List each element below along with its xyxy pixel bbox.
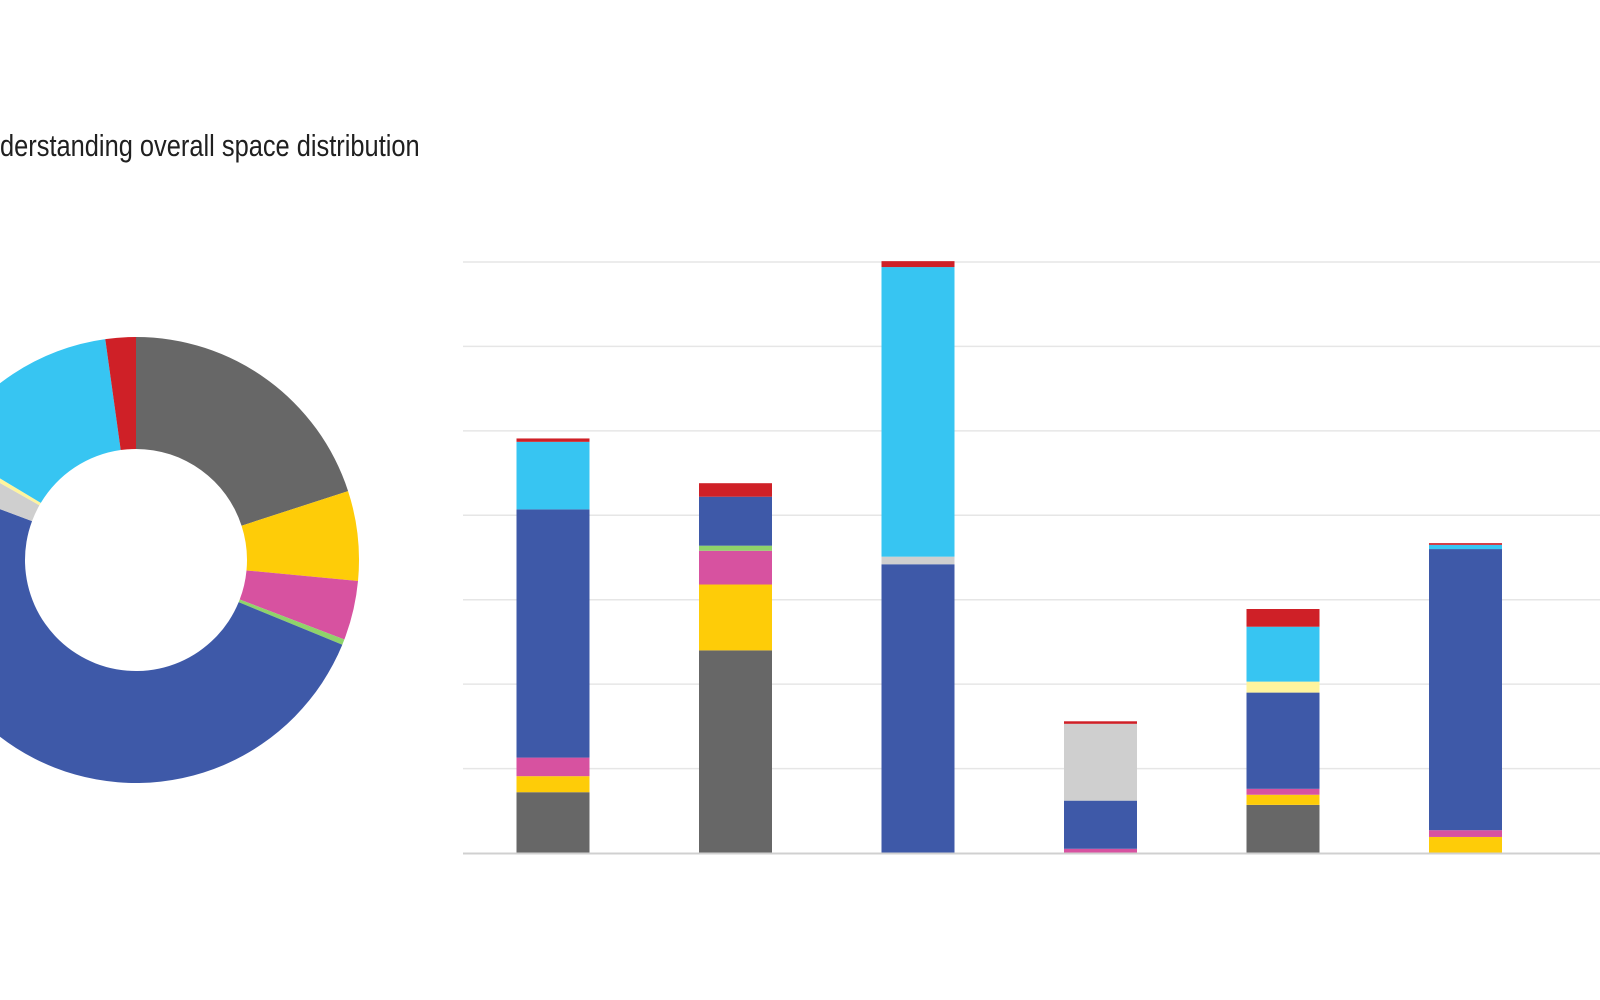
bar-segment-light-yellow <box>1246 681 1320 693</box>
bar-segment-gray <box>1246 804 1320 853</box>
bar-segment-gray <box>699 650 772 853</box>
donut-slice-light-yellow <box>0 478 41 506</box>
bar-segment-red <box>699 483 772 497</box>
donut-slice-light-gray <box>0 482 40 522</box>
bar-segment-pink <box>1246 788 1320 795</box>
bar-segment-red <box>1246 609 1320 627</box>
bar-segment-yellow <box>699 584 772 651</box>
bar-chart-gridlines <box>463 261 1600 770</box>
bar-segment-red <box>881 261 955 268</box>
bar-segment-pink <box>516 757 590 777</box>
bar-segment-red <box>516 438 590 442</box>
donut-slice-pink <box>239 570 359 640</box>
bar-segment-blue <box>516 509 590 758</box>
bar-segment-cyan <box>881 267 955 557</box>
bar-segment-gray <box>516 792 590 853</box>
bar-stack <box>516 438 590 853</box>
bar-stack <box>881 261 955 853</box>
page-headline: derstanding overall space distribution <box>0 128 420 163</box>
donut-slice-gray <box>136 337 349 526</box>
stacked-bar-chart <box>516 261 1502 853</box>
bar-segment-cyan <box>1429 544 1502 550</box>
bar-segment-blue <box>1064 800 1137 849</box>
bar-segment-yellow <box>1429 836 1502 853</box>
bar-stack <box>1429 543 1502 853</box>
bar-segment-light-gray <box>881 556 955 565</box>
donut-slice-cyan <box>0 339 121 503</box>
bar-segment-red <box>1064 721 1137 724</box>
bar-stack <box>1246 609 1320 853</box>
bar-segment-pink <box>1064 848 1137 853</box>
bar-segment-blue <box>699 496 772 546</box>
bar-segment-red <box>1429 543 1502 545</box>
bar-segment-pink <box>1429 830 1502 837</box>
bar-segment-light-gray <box>1064 723 1137 801</box>
donut-slice-blue <box>0 509 343 783</box>
bar-segment-blue <box>1246 692 1320 789</box>
bar-stack <box>1064 721 1137 853</box>
donut-slice-red <box>105 337 136 451</box>
bar-segment-blue <box>881 564 955 853</box>
bar-segment-yellow <box>1246 794 1320 805</box>
bar-stack <box>699 483 772 853</box>
bar-segment-yellow <box>516 776 590 793</box>
bar-segment-cyan <box>1246 626 1320 682</box>
bar-segment-pink <box>699 550 772 585</box>
bar-segment-blue <box>1429 549 1502 831</box>
bar-segment-green <box>699 545 772 551</box>
donut-slice-green <box>238 599 345 645</box>
donut-chart <box>0 337 359 783</box>
donut-slice-yellow <box>241 491 359 581</box>
bar-segment-cyan <box>516 441 590 510</box>
